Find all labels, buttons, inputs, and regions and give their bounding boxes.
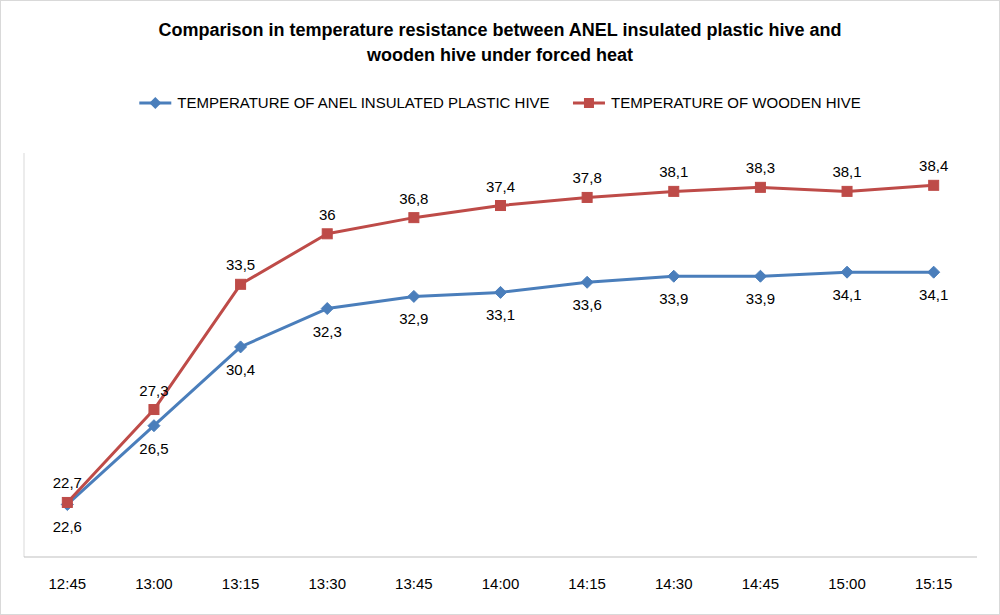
chart: Comparison in temperature resistance bet…	[0, 0, 1000, 615]
y-axis-line	[24, 153, 25, 557]
data-label: 38,1	[832, 163, 861, 180]
x-axis-line	[24, 557, 977, 558]
marker	[495, 286, 507, 298]
data-label: 37,4	[486, 178, 515, 195]
data-label: 33,6	[573, 296, 602, 313]
title-line: wooden hive under forced heat	[366, 45, 633, 65]
legend: TEMPERATURE OF ANEL INSULATED PLASTIC HI…	[139, 94, 860, 111]
data-label: 22,7	[53, 474, 82, 491]
data-label: 38,3	[746, 159, 775, 176]
x-tick-label: 13:00	[135, 575, 173, 592]
title-line: Comparison in temperature resistance bet…	[158, 20, 841, 40]
marker	[322, 229, 332, 239]
data-label: 38,1	[659, 163, 688, 180]
x-tick-label: 15:00	[828, 575, 866, 592]
series-line	[67, 272, 933, 504]
series-line	[67, 185, 933, 502]
x-tick-label: 14:30	[655, 575, 693, 592]
x-tick-label: 14:45	[742, 575, 780, 592]
title: Comparison in temperature resistance bet…	[158, 20, 841, 65]
marker	[409, 213, 419, 223]
marker	[148, 420, 160, 432]
legend-marker	[584, 98, 594, 108]
data-label: 36	[319, 206, 336, 223]
marker	[149, 405, 159, 415]
x-tick-label: 13:30	[308, 575, 346, 592]
plot-area	[61, 180, 939, 510]
data-label: 33,5	[226, 256, 255, 273]
legend-label: TEMPERATURE OF ANEL INSULATED PLASTIC HI…	[177, 94, 549, 111]
data-labels: 22,6 26,5 30,4 32,3 32,9 33,1 33,6 33,9 33,9 34,1…	[53, 157, 949, 535]
data-label: 32,3	[313, 323, 342, 340]
data-label: 27,3	[139, 382, 168, 399]
data-label: 33,9	[659, 290, 688, 307]
chart-border	[1, 1, 1000, 615]
marker	[668, 270, 680, 282]
marker	[842, 186, 852, 196]
marker	[581, 276, 593, 288]
marker	[321, 303, 333, 315]
data-label: 33,1	[486, 306, 515, 323]
marker	[496, 201, 506, 211]
marker	[928, 266, 940, 278]
marker	[755, 182, 765, 192]
x-tick-label: 13:15	[222, 575, 260, 592]
data-label: 38,4	[919, 157, 948, 174]
legend-label: TEMPERATURE OF WOODEN HIVE	[611, 94, 861, 111]
marker	[408, 290, 420, 302]
data-label: 34,1	[919, 286, 948, 303]
data-label: 36,8	[399, 190, 428, 207]
marker	[235, 341, 247, 353]
data-label: 32,9	[399, 310, 428, 327]
data-label: 26,5	[139, 440, 168, 457]
data-label: 22,6	[53, 518, 82, 535]
marker	[929, 180, 939, 190]
marker	[582, 192, 592, 202]
legend-marker	[149, 97, 161, 109]
x-tick-label: 13:45	[395, 575, 433, 592]
data-label: 37,8	[573, 169, 602, 186]
x-tick-label: 14:15	[568, 575, 606, 592]
x-tick-label: 12:45	[49, 575, 87, 592]
data-label: 33,9	[746, 290, 775, 307]
x-tick-label: 15:15	[915, 575, 953, 592]
marker	[841, 266, 853, 278]
data-label: 30,4	[226, 361, 255, 378]
marker	[236, 279, 246, 289]
marker	[754, 270, 766, 282]
marker	[669, 186, 679, 196]
x-tick-label: 14:00	[482, 575, 520, 592]
marker	[62, 497, 72, 507]
data-label: 34,1	[832, 286, 861, 303]
